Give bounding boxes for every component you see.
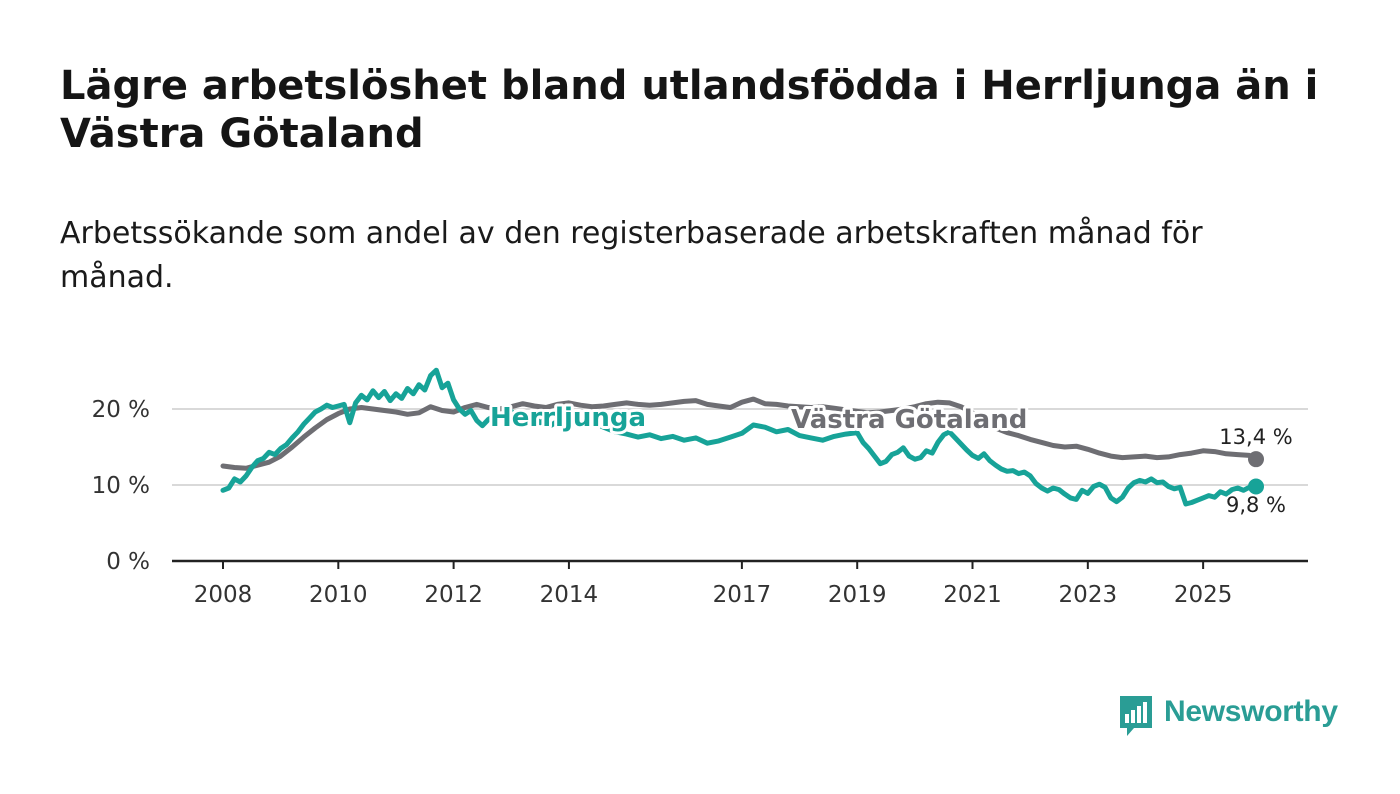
x-tick-label: 2012 (424, 582, 483, 608)
series-line-västra-götaland (220, 396, 1259, 471)
series-line-herrljunga (220, 367, 1259, 507)
y-tick-label: 20 % (92, 397, 150, 423)
x-tick-label: 2014 (540, 582, 599, 608)
x-tick-label: 2008 (194, 582, 253, 608)
x-tick-label: 2021 (943, 582, 1002, 608)
y-tick-label: 0 % (106, 549, 150, 575)
newsworthy-logo-text: Newsworthy (1164, 695, 1338, 728)
newsworthy-logo: Newsworthy (1118, 690, 1338, 736)
chart-subtitle: Arbetssökande som andel av den registerb… (60, 216, 1203, 295)
series-label-vastra-gotaland: Västra Götaland (791, 405, 1027, 435)
series-end-point-västra-götaland (1248, 451, 1264, 468)
page-title: Lägre arbetslöshet bland utlandsfödda i … (60, 63, 1319, 157)
x-tick-label: 2025 (1174, 582, 1233, 608)
end-value-label-vastra-gotaland: 13,4 % (1219, 425, 1292, 449)
end-value-label-herrljunga: 9,8 % (1226, 493, 1286, 517)
series-label-herrljunga: Herrljunga (490, 403, 646, 433)
x-tick-label: 2019 (828, 582, 887, 608)
x-tick-label: 2017 (713, 582, 772, 608)
x-tick-label: 2010 (309, 582, 368, 608)
y-tick-label: 10 % (92, 473, 150, 499)
series-end-point-herrljunga (1248, 478, 1264, 495)
newsworthy-logo-icon (1118, 694, 1154, 736)
x-tick-label: 2023 (1059, 582, 1118, 608)
